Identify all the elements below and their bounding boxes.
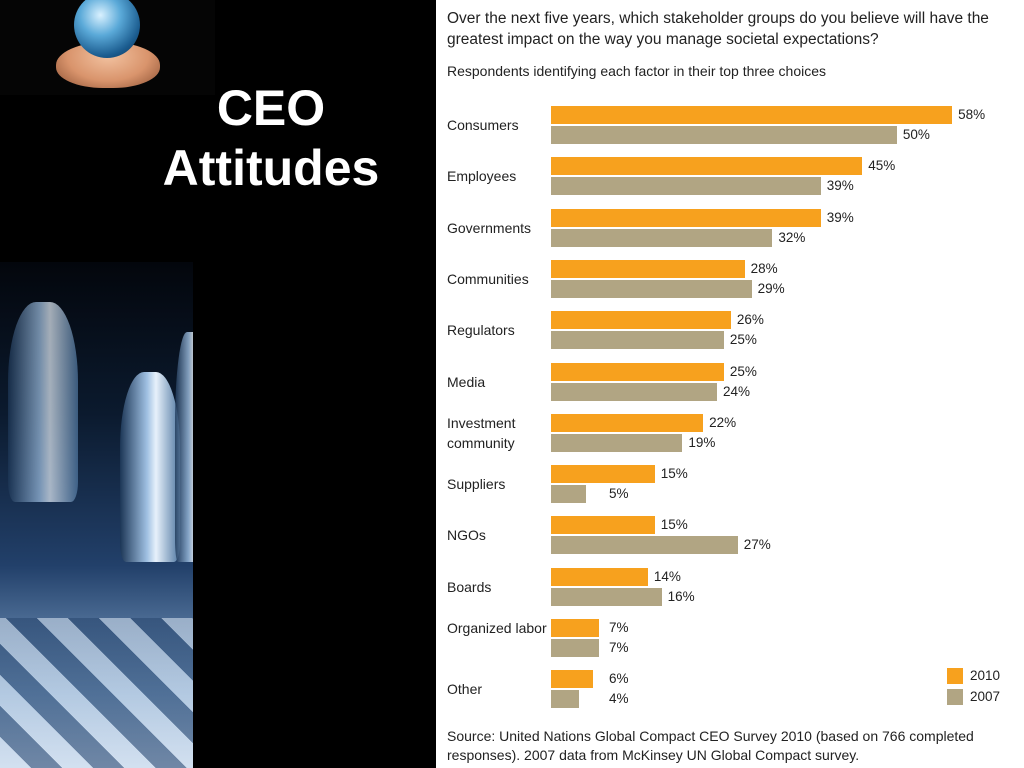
chessboard	[0, 618, 193, 768]
chess-pieces-image	[0, 262, 193, 768]
data-label: 27%	[743, 537, 771, 553]
data-label: 22%	[709, 414, 737, 430]
category-label: Consumers	[447, 117, 519, 133]
bar-2010	[551, 208, 821, 227]
data-label: 26%	[736, 312, 764, 328]
data-label: 39%	[826, 209, 854, 225]
legend-label: 2007	[970, 689, 1001, 704]
bar-2007	[551, 382, 717, 401]
legend-swatch-2010	[947, 668, 963, 684]
bar-2007	[551, 177, 821, 196]
data-label: 29%	[757, 280, 785, 296]
chart-source: Source: United Nations Global Compact CE…	[447, 728, 974, 763]
bar-2010	[551, 362, 724, 381]
bar-2010	[551, 106, 953, 124]
data-label: 39%	[826, 178, 854, 194]
category-label: Other	[447, 681, 483, 698]
data-label: 7%	[609, 640, 629, 655]
bar-2007	[551, 690, 579, 709]
slide-title: CEO Attitudes	[162, 80, 380, 196]
data-label: 28%	[750, 260, 778, 276]
bar-2010	[551, 413, 704, 432]
chart-subtitle: Respondents identifying each factor in t…	[447, 63, 827, 79]
globe-in-hands-icon	[0, 0, 215, 95]
category-label: NGOs	[447, 527, 486, 544]
bar-2010	[551, 516, 655, 535]
data-label: 50%	[902, 127, 930, 142]
data-label: 19%	[688, 434, 716, 450]
data-label: 4%	[609, 691, 629, 707]
bar-2007	[551, 639, 600, 657]
data-label: 7%	[609, 620, 629, 635]
data-label: 15%	[660, 466, 688, 482]
bar-2007	[551, 433, 683, 452]
bar-2007	[551, 228, 773, 247]
bar-chart: Over the next five years, which stakehol…	[436, 0, 1024, 768]
bar-2010	[551, 311, 731, 330]
bar-2007	[551, 331, 724, 350]
bar-2010	[551, 259, 745, 278]
data-label: 58%	[958, 107, 986, 122]
bar-2007	[551, 587, 662, 606]
category-label: Communities	[447, 270, 529, 287]
category-label: Organized labor	[447, 620, 547, 636]
bar-2007	[551, 279, 752, 298]
legend-label: 2010	[970, 668, 1001, 683]
data-label: 5%	[609, 486, 629, 502]
bar-2010	[551, 619, 600, 637]
bar-2007	[551, 126, 897, 144]
data-label: 6%	[609, 671, 629, 687]
category-label: Employees	[447, 168, 517, 185]
category-label: Investment community	[447, 414, 516, 451]
data-label: 32%	[778, 229, 806, 245]
globe-shape	[74, 0, 140, 58]
category-label: Media	[447, 373, 486, 390]
bar-2007	[551, 536, 738, 555]
bar-2010	[551, 670, 593, 689]
bar-2010	[551, 567, 648, 586]
data-label: 16%	[667, 588, 695, 604]
category-label: Regulators	[447, 322, 515, 339]
bar-2007	[551, 485, 586, 504]
chart-title: Over the next five years, which stakehol…	[447, 10, 989, 48]
data-label: 14%	[653, 568, 681, 584]
data-label: 45%	[868, 158, 896, 174]
data-label: 15%	[660, 517, 688, 533]
category-label: Boards	[447, 578, 492, 595]
category-label: Governments	[447, 219, 532, 236]
data-label: 25%	[729, 363, 757, 379]
bar-2010	[551, 157, 863, 176]
legend-swatch-2007	[947, 689, 963, 705]
decorative-panel: CEO Attitudes	[0, 0, 436, 768]
bar-2010	[551, 465, 655, 484]
data-label: 24%	[723, 383, 751, 399]
category-label: Suppliers	[447, 476, 506, 493]
data-label: 25%	[729, 332, 757, 348]
